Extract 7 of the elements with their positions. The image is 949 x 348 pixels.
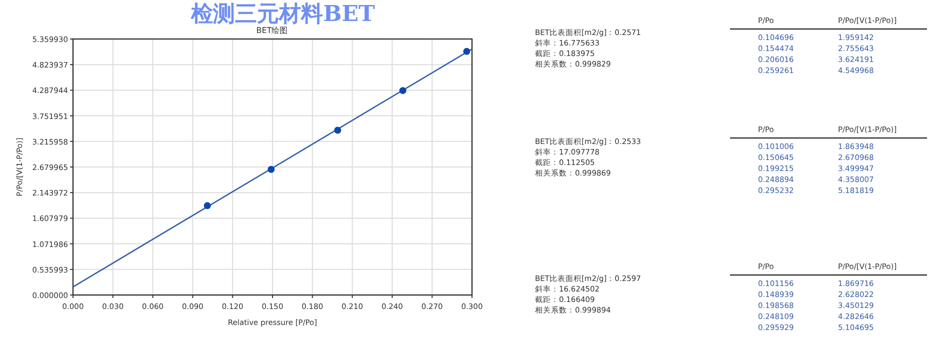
- chart-title: 检测三元材料BET: [190, 1, 376, 27]
- point: [399, 87, 406, 94]
- point: [204, 202, 211, 210]
- point: [334, 126, 342, 134]
- point: [268, 166, 275, 173]
- point: [463, 48, 470, 55]
- chart-subtitle: BET绘图: [256, 26, 288, 35]
